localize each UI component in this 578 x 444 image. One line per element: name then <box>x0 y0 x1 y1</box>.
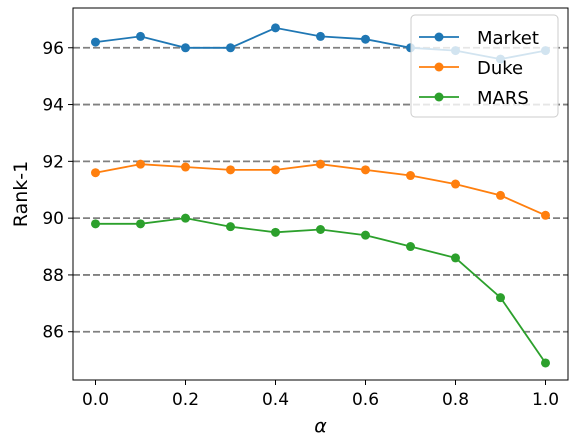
data-point-duke <box>136 159 145 169</box>
x-tick-label: 0.0 <box>82 390 109 410</box>
data-point-mars <box>271 227 280 237</box>
data-point-mars <box>181 213 190 223</box>
x-tick-label: 0.6 <box>352 390 379 410</box>
data-point-mars <box>136 219 145 229</box>
data-point-duke <box>361 165 370 175</box>
data-point-duke <box>496 190 505 200</box>
series-line-duke <box>95 163 546 217</box>
legend-item-mars: MARS <box>419 88 529 109</box>
data-point-mars <box>91 219 100 229</box>
data-point-market <box>136 31 145 41</box>
legend-item-market: Market <box>419 28 539 49</box>
data-point-duke <box>451 179 460 189</box>
data-point-mars <box>361 230 370 240</box>
legend-swatch-marker <box>434 92 444 102</box>
data-point-market <box>361 34 370 44</box>
legend-swatch-marker <box>434 62 444 72</box>
data-point-mars <box>451 253 460 263</box>
x-tick-label: 1.0 <box>532 390 559 410</box>
legend-label: Market <box>477 28 539 49</box>
data-point-market <box>226 43 235 53</box>
y-tick-label: 86 <box>42 323 64 343</box>
legend-swatch-marker <box>434 32 444 42</box>
data-point-duke <box>406 171 415 181</box>
data-point-duke <box>226 165 235 175</box>
legend: Market Duke MARS <box>410 14 559 118</box>
series-duke <box>91 159 550 220</box>
y-axis-ticks: 86 88 90 92 94 96 <box>42 39 73 343</box>
data-point-mars <box>541 358 550 368</box>
data-point-mars <box>316 224 325 234</box>
data-point-duke <box>271 165 280 175</box>
series-mars <box>91 213 550 368</box>
y-tick-label: 90 <box>42 209 64 229</box>
y-tick-label: 92 <box>42 152 64 172</box>
data-point-mars <box>406 242 415 252</box>
x-tick-label: 0.2 <box>172 390 199 410</box>
x-axis-ticks: 0.0 0.2 0.4 0.6 0.8 1.0 <box>82 380 559 410</box>
legend-label: MARS <box>477 88 529 109</box>
data-point-duke <box>541 210 550 220</box>
data-point-duke <box>181 162 190 172</box>
y-axis-label: Rank-1 <box>10 161 32 227</box>
legend-label: Duke <box>477 58 523 79</box>
x-tick-label: 0.8 <box>442 390 469 410</box>
data-point-mars <box>226 222 235 232</box>
data-point-market <box>181 43 190 53</box>
series-line-mars <box>95 217 547 364</box>
data-point-duke <box>91 168 100 178</box>
y-tick-label: 88 <box>42 266 64 286</box>
x-tick-label: 0.4 <box>262 390 289 410</box>
legend-item-duke: Duke <box>419 58 523 79</box>
legend-box <box>410 14 559 118</box>
y-tick-label: 94 <box>42 96 64 116</box>
y-tick-label: 96 <box>42 39 64 59</box>
data-point-mars <box>496 293 505 303</box>
data-point-duke <box>316 159 325 169</box>
data-point-market <box>91 37 100 47</box>
data-point-market <box>316 31 325 41</box>
data-point-market <box>271 23 280 33</box>
plot-frame <box>72 7 569 381</box>
x-axis-label: α <box>314 415 327 437</box>
